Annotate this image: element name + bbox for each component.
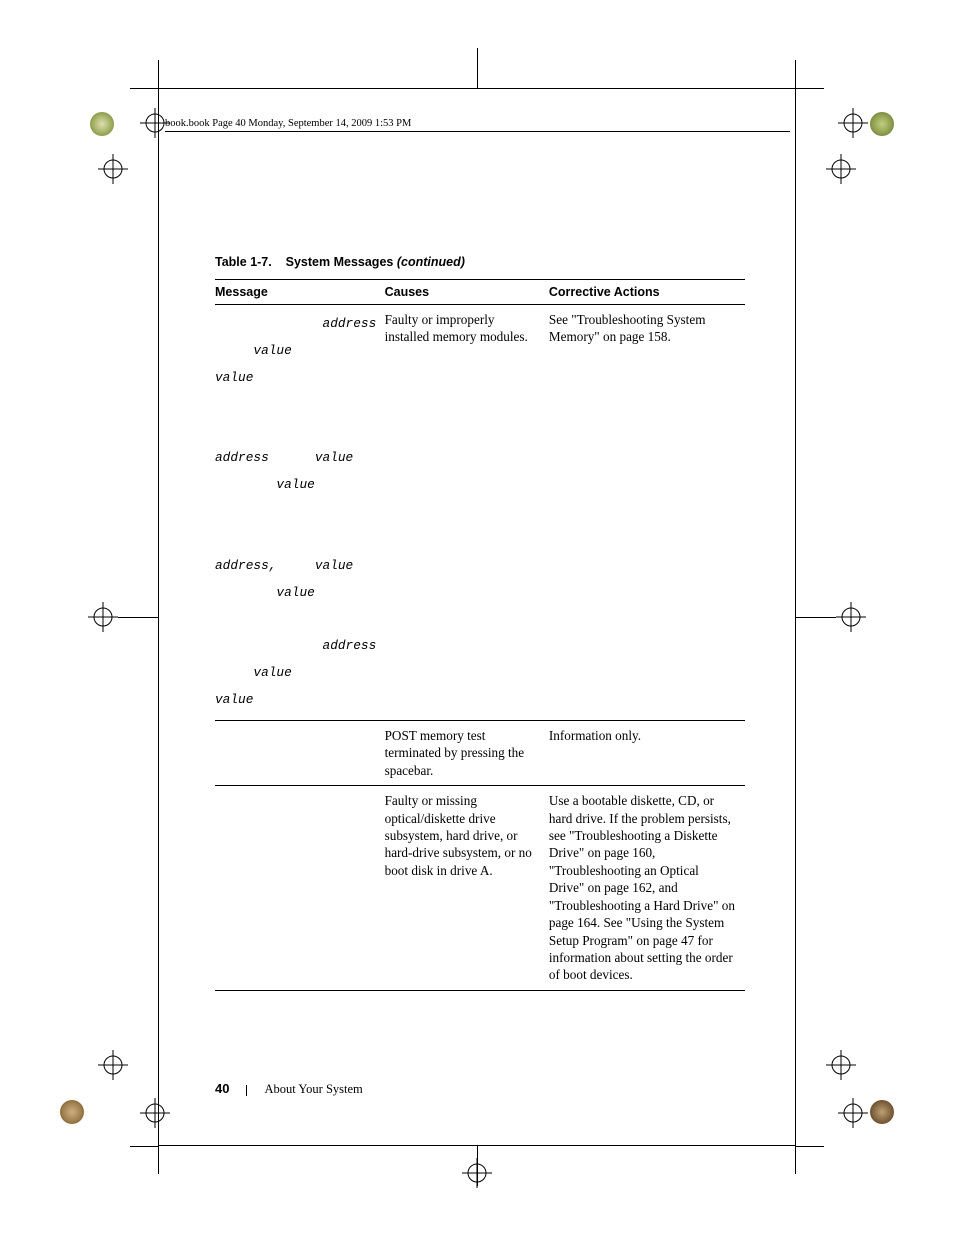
color-target-icon	[870, 1100, 894, 1124]
table-caption-suffix: (continued)	[397, 255, 465, 269]
crop-mark	[118, 617, 158, 618]
crop-mark	[477, 48, 478, 88]
crop-mark	[130, 88, 158, 89]
cell-causes: POST memory test terminated by pressing …	[385, 720, 549, 785]
col-actions: Corrective Actions	[549, 280, 745, 305]
registration-mark-icon	[838, 108, 868, 138]
color-target-icon	[60, 1100, 84, 1124]
table-caption-label: Table 1-7.	[215, 255, 272, 269]
crop-mark	[796, 1146, 824, 1147]
page-footer: 40 About Your System	[215, 1081, 363, 1097]
col-causes: Causes	[385, 280, 549, 305]
cell-causes: Faulty or missing optical/diskette drive…	[385, 786, 549, 991]
crop-mark	[796, 88, 824, 89]
section-title: About Your System	[264, 1082, 362, 1096]
registration-mark-icon	[836, 602, 866, 632]
registration-mark-icon	[462, 1158, 492, 1188]
crop-mark	[158, 60, 159, 88]
cell-message: address value value address value value …	[215, 305, 385, 721]
cell-causes: Faulty or improperly installed memory mo…	[385, 305, 549, 721]
registration-mark-icon	[838, 1098, 868, 1128]
page-number: 40	[215, 1081, 229, 1096]
registration-mark-icon	[98, 154, 128, 184]
crop-mark	[795, 60, 796, 88]
table-row: address value value address value value …	[215, 305, 745, 721]
registration-mark-icon	[826, 154, 856, 184]
running-header-text: book.book Page 40 Monday, September 14, …	[165, 118, 411, 129]
col-message: Message	[215, 280, 385, 305]
registration-mark-icon	[98, 1050, 128, 1080]
cell-actions: Use a bootable diskette, CD, or hard dri…	[549, 786, 745, 991]
table-caption: Table 1-7. System Messages (continued)	[215, 255, 745, 269]
cell-actions: Information only.	[549, 720, 745, 785]
registration-mark-icon	[826, 1050, 856, 1080]
cell-message	[215, 786, 385, 991]
crop-mark	[158, 1146, 159, 1174]
registration-mark-icon	[140, 1098, 170, 1128]
system-messages-table: Message Causes Corrective Actions addres…	[215, 279, 745, 991]
color-target-icon	[870, 112, 894, 136]
registration-mark-icon	[88, 602, 118, 632]
table-caption-title: System Messages	[286, 255, 397, 269]
table-row: POST memory test terminated by pressing …	[215, 720, 745, 785]
cell-message	[215, 720, 385, 785]
color-target-icon	[90, 112, 114, 136]
crop-mark	[795, 1146, 796, 1174]
crop-mark	[130, 1146, 158, 1147]
footer-divider	[246, 1085, 247, 1096]
cell-actions: See "Troubleshooting System Memory" on p…	[549, 305, 745, 721]
crop-mark	[796, 617, 836, 618]
table-row: Faulty or missing optical/diskette drive…	[215, 786, 745, 991]
running-header: book.book Page 40 Monday, September 14, …	[165, 118, 790, 132]
page-content: Table 1-7. System Messages (continued) M…	[215, 255, 745, 991]
